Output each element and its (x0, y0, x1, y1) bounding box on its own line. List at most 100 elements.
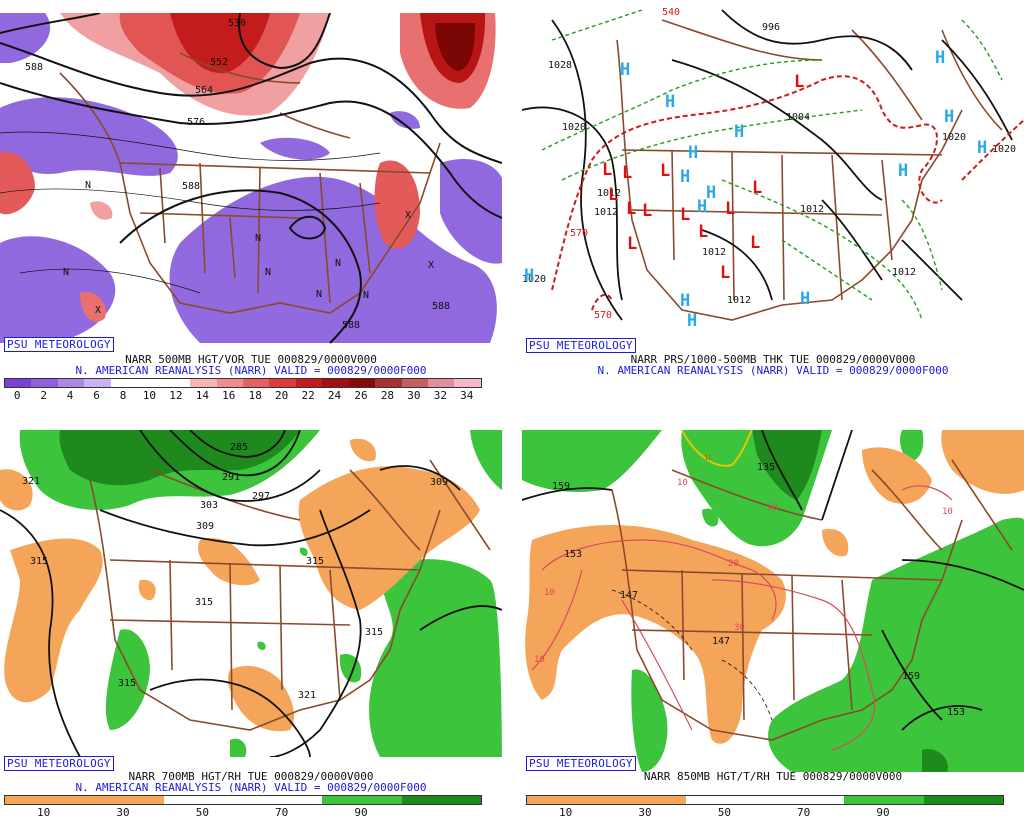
political-borders (59, 52, 441, 314)
vorticity-contours (0, 131, 381, 294)
high-pressure-marker: H (687, 311, 697, 331)
high-pressure-marker: H (697, 197, 707, 217)
extremum-N: N (265, 267, 271, 278)
contour-label: 588 (432, 301, 450, 312)
extremum-N: N (63, 267, 69, 278)
isobar-label: 996 (762, 22, 780, 33)
low-pressure-marker: L (725, 199, 735, 219)
isobar-label: 1028 (548, 60, 572, 71)
isobar-label: 1012 (892, 267, 916, 278)
scale-tick-label: 12 (169, 389, 183, 402)
high-pressure-markers: H H H H H H H H H H H H H H H (524, 48, 987, 331)
scale-tick-label: 30 (116, 806, 130, 819)
pressure-thickness-map: 1028 1020 1012 1012 1012 1012 1012 1012 … (522, 7, 1024, 331)
height-contours-dashed (611, 589, 773, 721)
scale-tick-label: 90 (354, 806, 368, 819)
contour-label: 153 (564, 549, 582, 560)
low-pressure-marker: L (680, 205, 690, 225)
scale-tick-label: 50 (195, 806, 209, 819)
scale-tick-label: 4 (66, 389, 74, 402)
panel-850mb-temp-rh: 159 153 147 147 135 159 153 0 10 10 10 1… (522, 418, 1024, 819)
freezing-line (681, 430, 753, 467)
rh-700mb-map: 321 285 291 297 303 309 315 315 315 315 … (0, 430, 502, 757)
scale-swatch (844, 796, 924, 804)
extremum-N: N (316, 289, 322, 300)
extremum-N: N (335, 258, 341, 269)
low-pressure-markers: L L L L L L L L L L L L L L (602, 72, 804, 283)
scale-tick-label: 50 (717, 806, 731, 819)
map-valid-time: N. AMERICAN REANALYSIS (NARR) VALID = 00… (75, 364, 427, 377)
contour-label: 552 (210, 57, 228, 68)
isobar-label: 1012 (800, 204, 824, 215)
temp-label: 10 (544, 588, 555, 598)
scale-tick-label: 18 (248, 389, 262, 402)
contour-label: 315 (195, 597, 213, 608)
scale-swatch (401, 796, 481, 804)
high-pressure-marker: H (706, 183, 716, 203)
low-pressure-marker: L (752, 178, 762, 198)
vorticity-scale-ticks: 0 2 4 6 8 10 12 14 16 18 20 22 24 26 28 30 32 34 (4, 389, 480, 402)
psu-meteorology-badge: PSU METEOROLOGY (526, 756, 636, 771)
scale-tick-label: 10 (142, 389, 157, 402)
very-moist-rh-shading (59, 430, 301, 486)
scale-tick-label: 30 (407, 389, 421, 402)
contour-label: 159 (552, 481, 570, 492)
thickness-label: 570 (570, 228, 588, 239)
isobar-label: 1020 (942, 132, 966, 143)
isobars (522, 9, 1013, 321)
contour-label: 153 (947, 707, 965, 718)
scale-tick-label: 14 (195, 389, 209, 402)
low-pressure-marker: L (622, 163, 632, 183)
high-pressure-marker: H (688, 143, 698, 163)
map-title: NARR 850MB HGT/T/RH TUE 000829/0000V000 (643, 770, 903, 783)
extremum-N: N (85, 180, 91, 191)
temp-label: 30 (734, 623, 745, 633)
rh-color-scale (526, 795, 1004, 805)
positive-vorticity-shading (0, 13, 496, 322)
scale-swatch (5, 796, 85, 804)
contour-label: 303 (200, 500, 218, 511)
map-valid-time: N. AMERICAN REANALYSIS (NARR) VALID = 00… (75, 781, 427, 794)
contour-label: 315 (365, 627, 383, 638)
scale-swatch (190, 379, 217, 387)
contour-label: 309 (430, 477, 448, 488)
scale-swatch (242, 796, 323, 804)
scale-swatch (57, 379, 85, 387)
political-borders (616, 19, 1003, 321)
temp-label: 10 (942, 507, 953, 517)
thickness-contours-cool (541, 9, 1003, 321)
contour-label: 315 (30, 556, 48, 567)
scale-swatch (163, 796, 243, 804)
isobar-label: 1012 (727, 295, 751, 306)
high-pressure-marker: H (800, 289, 810, 309)
scale-tick-label: 8 (119, 389, 127, 402)
low-pressure-marker: L (608, 185, 618, 205)
low-pressure-marker: L (794, 72, 804, 92)
contour-label: 135 (757, 462, 775, 473)
extremum-X: X (428, 260, 434, 271)
scale-swatch (685, 796, 765, 804)
contour-label: 297 (252, 491, 270, 502)
contour-label: 285 (230, 442, 248, 453)
contour-label: 321 (22, 476, 40, 487)
scale-swatch (322, 379, 349, 387)
thickness-contours-warm (551, 75, 1024, 311)
scale-tick-label: 90 (876, 806, 890, 819)
scale-tick-label: 32 (433, 389, 447, 402)
low-pressure-marker: L (626, 199, 636, 219)
low-pressure-marker: L (750, 233, 760, 253)
vorticity-map: 530 552 564 576 588 588 588 588 N N N N … (0, 13, 502, 344)
low-pressure-marker: L (660, 161, 670, 181)
scale-swatch (295, 379, 323, 387)
scale-tick-label: 10 (37, 806, 51, 819)
scale-swatch (216, 379, 243, 387)
scale-tick-label: 6 (93, 389, 100, 402)
scale-swatch (137, 379, 164, 387)
rh-scale-ticks: 10 30 50 70 90 (4, 806, 480, 819)
high-pressure-marker: H (665, 92, 675, 112)
panel-700mb-rh: 321 285 291 297 303 309 315 315 315 315 … (0, 418, 502, 819)
scale-tick-label: 26 (354, 389, 368, 402)
scale-tick-label: 20 (275, 389, 289, 402)
scale-tick-label: 24 (327, 389, 342, 402)
scale-tick-label: 22 (301, 389, 315, 402)
